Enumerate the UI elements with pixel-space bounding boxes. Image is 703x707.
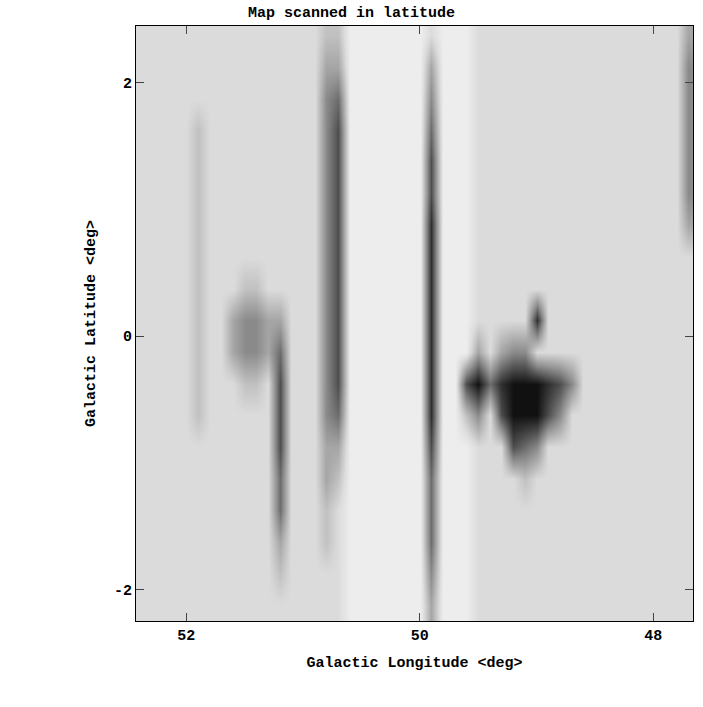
svg-text:2: 2 <box>123 76 132 93</box>
svg-text:Galactic Longitude <deg>: Galactic Longitude <deg> <box>306 655 522 672</box>
svg-text:-2: -2 <box>114 583 132 600</box>
svg-text:48: 48 <box>644 628 662 645</box>
svg-text:50: 50 <box>411 628 429 645</box>
svg-text:Map scanned in latitude: Map scanned in latitude <box>248 5 455 22</box>
svg-text:52: 52 <box>177 628 195 645</box>
svg-text:0: 0 <box>123 329 132 346</box>
svg-text:Galactic Latitude <deg>: Galactic Latitude <deg> <box>83 220 100 427</box>
